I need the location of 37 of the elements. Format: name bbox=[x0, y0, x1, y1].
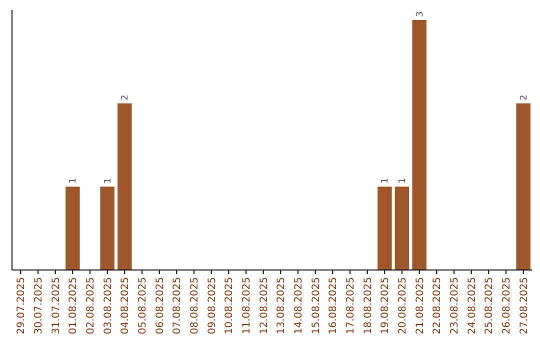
data-label: 3 bbox=[415, 11, 426, 17]
x-tick-label: 31.07.2025 bbox=[50, 277, 62, 334]
x-tick-label: 03.08.2025 bbox=[102, 277, 114, 334]
x-tick-label: 21.08.2025 bbox=[414, 277, 426, 334]
x-tick-label: 04.08.2025 bbox=[120, 277, 132, 334]
x-tick-label: 02.08.2025 bbox=[86, 277, 96, 334]
x-tick-label: 11.08.2025 bbox=[242, 277, 252, 334]
data-label: 1 bbox=[380, 178, 391, 184]
x-tick-label: 13.08.2025 bbox=[276, 277, 288, 334]
x-tick-label: 17.08.2025 bbox=[346, 277, 356, 334]
x-tick-label: 19.08.2025 bbox=[380, 277, 392, 334]
x-tick-label: 05.08.2025 bbox=[138, 277, 148, 334]
x-tick-label: 30.07.2025 bbox=[34, 277, 44, 334]
x-tick-label: 25.08.2025 bbox=[484, 277, 496, 334]
data-label: 2 bbox=[120, 94, 131, 100]
x-tick-label: 12.08.2025 bbox=[258, 277, 270, 334]
data-label: 2 bbox=[519, 94, 530, 100]
x-tick-label: 18.08.2025 bbox=[362, 277, 374, 334]
x-tick-label: 01.08.2025 bbox=[68, 277, 80, 334]
x-tick-label: 07.08.2025 bbox=[172, 277, 184, 334]
x-tick-label: 15.08.2025 bbox=[310, 277, 322, 334]
x-tick-label: 16.08.2025 bbox=[328, 277, 340, 334]
x-tick-label: 10.08.2025 bbox=[224, 277, 236, 334]
x-tick-label: 06.08.2025 bbox=[154, 277, 166, 334]
data-label: 1 bbox=[103, 178, 114, 184]
x-tick-label: 09.08.2025 bbox=[206, 277, 218, 334]
x-tick-label: 24.08.2025 bbox=[466, 277, 478, 334]
data-label: 1 bbox=[398, 178, 408, 184]
x-tick-label: 22.08.2025 bbox=[432, 277, 444, 334]
x-tick-label: 26.08.2025 bbox=[502, 277, 512, 334]
x-tick-label: 08.08.2025 bbox=[190, 277, 200, 334]
data-label: 1 bbox=[68, 178, 79, 184]
x-tick-label: 20.08.2025 bbox=[398, 277, 408, 334]
x-tick-label: 23.08.2025 bbox=[450, 277, 460, 334]
x-tick-label: 27.08.2025 bbox=[518, 277, 530, 334]
x-tick-label: 29.07.2025 bbox=[16, 277, 28, 334]
x-tick-label: 14.08.2025 bbox=[294, 277, 304, 334]
